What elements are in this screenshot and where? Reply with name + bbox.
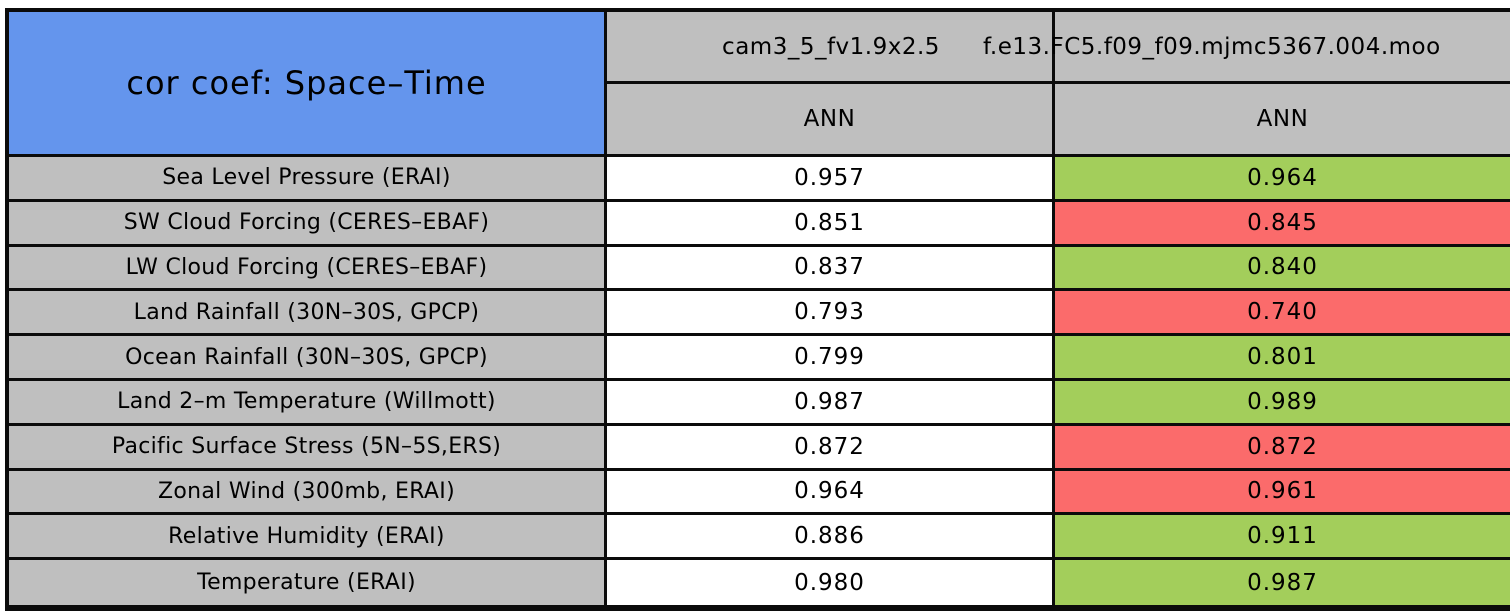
value-cell-model2: 0.872 xyxy=(1055,425,1510,471)
value-cell-model1: 0.886 xyxy=(607,515,1055,561)
row-label: LW Cloud Forcing (CERES–EBAF) xyxy=(9,246,607,292)
model1-header-cell xyxy=(607,12,1055,84)
value-cell-model1: 0.793 xyxy=(607,291,1055,337)
value-cell-model2: 0.840 xyxy=(1055,246,1510,292)
value-cell-model1: 0.964 xyxy=(607,470,1055,516)
value-cell-model2: 0.740 xyxy=(1055,291,1510,337)
value-cell-model1: 0.980 xyxy=(607,560,1055,605)
row-label: Land 2–m Temperature (Willmott) xyxy=(9,380,607,426)
model2-header-cell xyxy=(1055,12,1510,84)
row-label: Temperature (ERAI) xyxy=(9,560,607,605)
value-cell-model1: 0.872 xyxy=(607,425,1055,471)
value-cell-model2: 0.801 xyxy=(1055,336,1510,381)
value-cell-model2: 0.911 xyxy=(1055,515,1510,561)
season1-label: ANN xyxy=(803,106,856,132)
row-label: Zonal Wind (300mb, ERAI) xyxy=(9,470,607,516)
value-cell-model1: 0.799 xyxy=(607,336,1055,381)
value-cell-model2: 0.961 xyxy=(1055,470,1510,516)
value-cell-model2: 0.964 xyxy=(1055,157,1510,202)
value-cell-model1: 0.837 xyxy=(607,246,1055,292)
value-cell-model1: 0.851 xyxy=(607,201,1055,247)
value-cell-model2: 0.987 xyxy=(1055,560,1510,605)
row-label: SW Cloud Forcing (CERES–EBAF) xyxy=(9,201,607,247)
row-label: Relative Humidity (ERAI) xyxy=(9,515,607,561)
value-cell-model1: 0.957 xyxy=(607,157,1055,202)
row-label: Ocean Rainfall (30N–30S, GPCP) xyxy=(9,336,607,381)
value-cell-model2: 0.989 xyxy=(1055,380,1510,426)
season1-header-cell: ANN xyxy=(607,84,1055,157)
season2-header-cell: ANN xyxy=(1055,84,1510,157)
row-label: Sea Level Pressure (ERAI) xyxy=(9,157,607,202)
value-cell-model2: 0.845 xyxy=(1055,201,1510,247)
row-label: Pacific Surface Stress (5N–5S,ERS) xyxy=(9,425,607,471)
cor-coef-table: cor coef: Space–Time ANN ANN Sea Level P… xyxy=(5,8,1510,611)
season2-label: ANN xyxy=(1256,106,1309,132)
value-cell-model1: 0.987 xyxy=(607,380,1055,426)
table-title-cell: cor coef: Space–Time xyxy=(9,12,607,157)
table-title: cor coef: Space–Time xyxy=(126,64,487,102)
row-label: Land Rainfall (30N–30S, GPCP) xyxy=(9,291,607,337)
